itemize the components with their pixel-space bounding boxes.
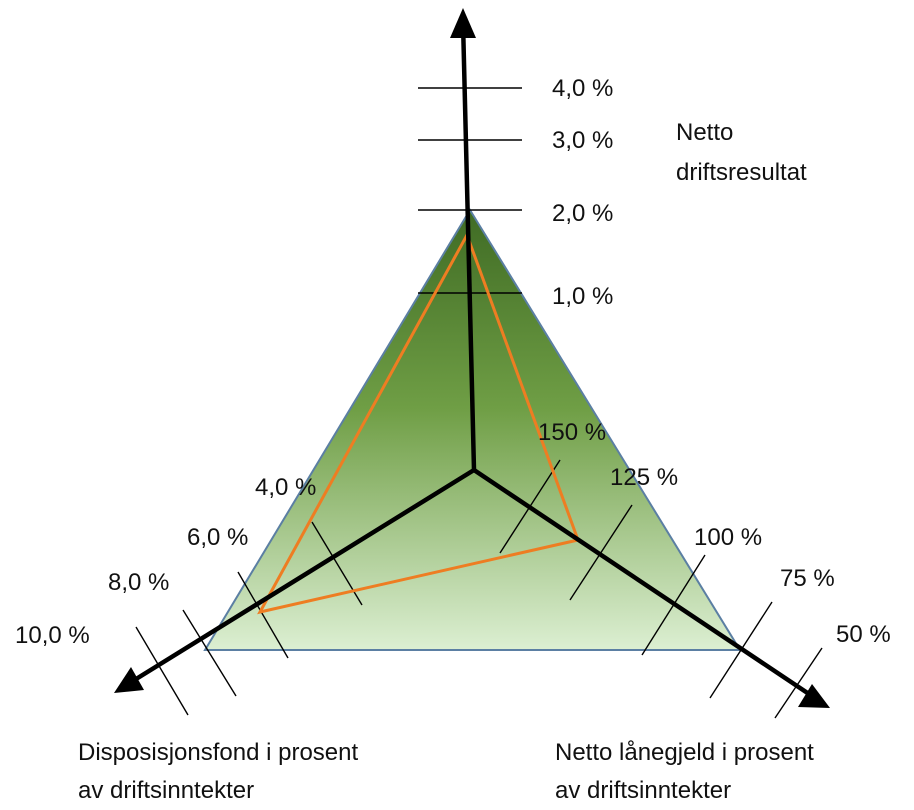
- right-tick-mark: [774, 647, 823, 719]
- top-axis: [460, 19, 477, 473]
- left-axis-title-line2: av driftsinntekter: [78, 777, 254, 804]
- right-tick-label: 150 %: [538, 419, 606, 446]
- left-tick-label: 4,0 %: [255, 474, 316, 501]
- right-axis-title-line1: Netto lånegjeld i prosent: [555, 739, 814, 766]
- profile-triangle: [257, 231, 580, 615]
- right-tick-label: 75 %: [780, 565, 835, 592]
- left-tick-label: 8,0 %: [108, 569, 169, 596]
- right-axis-arrowhead: [798, 684, 830, 708]
- right-tick-label: 125 %: [610, 464, 678, 491]
- left-tick-mark: [237, 571, 289, 659]
- left-tick-label: 6,0 %: [187, 524, 248, 551]
- right-tick-label: 50 %: [836, 621, 891, 648]
- left-axis: [125, 467, 477, 687]
- left-tick-mark: [135, 626, 189, 716]
- top-axis-arrowhead: [450, 8, 476, 38]
- left-tick-mark: [182, 609, 237, 697]
- right-axis: [471, 467, 818, 701]
- top-tick-label: 1,0 %: [552, 283, 613, 310]
- top-tick-label: 2,0 %: [552, 200, 613, 227]
- left-axis-arrowhead: [114, 667, 144, 693]
- top-axis-title-line1: Netto: [676, 119, 733, 146]
- axes: [125, 19, 818, 701]
- right-axis-title-line2: av driftsinntekter: [555, 777, 731, 804]
- left-axis-title-line1: Disposisjonsfond i prosent: [78, 739, 358, 766]
- top-axis-title-line2: driftsresultat: [676, 159, 807, 186]
- left-tick-label: 10,0 %: [15, 622, 90, 649]
- top-tick-label: 4,0 %: [552, 75, 613, 102]
- top-tick-label: 3,0 %: [552, 127, 613, 154]
- right-tick-label: 100 %: [694, 524, 762, 551]
